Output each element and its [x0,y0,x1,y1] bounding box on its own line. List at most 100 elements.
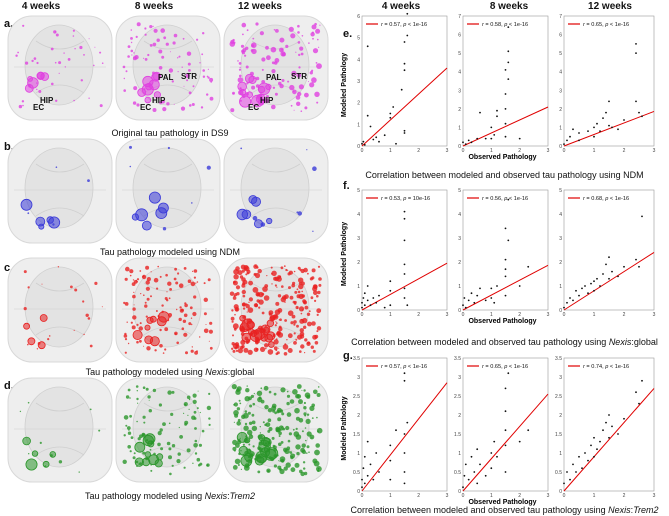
x-tick-label: 0 [462,312,465,318]
pathology-dot [188,322,192,326]
pathology-dot [276,407,282,413]
column-header-12w-right: 12 weeks [588,1,632,12]
x-tick-label: 3 [653,493,656,499]
pathology-dot [248,280,254,286]
pathology-dot [251,420,256,425]
pathology-dot [189,104,192,107]
pathology-dot [317,265,321,268]
pathology-dot [285,425,290,431]
brain-a-1 [7,15,113,121]
pathology-dot [130,49,134,53]
pathology-dot [264,343,269,348]
pathology-dot [247,429,253,436]
pathology-dot [293,341,297,345]
y-tick-label: 1.5 [353,432,360,438]
pathology-dot [298,282,302,285]
data-point [467,478,470,481]
pathology-dot [303,401,306,405]
pathology-dot [233,280,236,284]
pathology-dot [171,464,174,467]
pathology-dot [135,385,139,388]
pathology-dot [159,428,163,432]
pathology-dot [191,323,193,326]
pathology-dot [189,306,193,310]
y-axis-label: Modeled Pathology [341,396,348,460]
plot-frame [361,189,448,311]
y-tick-label: 4 [559,212,562,218]
pathology-dot [94,46,96,48]
pathology-dot [139,270,142,272]
data-point [372,478,375,481]
data-point [403,62,406,65]
scatter-e-2: 0 1 2 3 4 5 6 7 0 1 2 3 r = 0.58, p < 1e-16 [458,14,549,154]
pathology-cluster [141,220,152,231]
x-tick-label: 0 [361,312,364,318]
data-point [507,198,510,201]
pathology-dot [316,294,319,298]
pathology-dot [152,25,154,27]
y-tick-label: 1 [357,284,360,290]
data-point [504,387,507,390]
data-point [369,125,372,128]
x-tick-label: 2 [623,312,626,318]
data-point [375,452,378,454]
pathology-dot [265,347,267,350]
pathology-dot [124,351,127,354]
data-point [378,294,380,297]
pathology-dot [248,443,251,446]
pathology-dot [136,278,140,281]
data-point [363,304,366,307]
pathology-dot [130,321,133,324]
pathology-dot [304,106,308,110]
pathology-dot [202,69,205,72]
pathology-dot [145,280,150,285]
data-point [527,265,530,268]
pathology-dot [280,266,284,270]
pathology-dot [129,269,134,274]
data-point [476,448,479,451]
pathology-dot [83,54,85,56]
pathology-dot [190,349,194,353]
pathology-dot [82,300,85,303]
data-point [389,289,392,292]
scatter-f-3: 0 1 2 3 4 5 0 1 2 3 r = 0.68, p < 1e-16 [559,188,655,318]
pathology-dot [132,101,137,105]
panel-label-f: f. [343,180,350,192]
pathology-dot [314,449,320,456]
brain-c-1 [7,257,113,363]
pathology-dot [51,82,54,86]
plot-frame [462,189,549,311]
y-tick-label: 0 [559,144,562,150]
pathology-dot [124,338,128,341]
data-point [504,471,507,473]
pathology-dot [74,288,78,292]
pathology-dot [251,44,255,48]
pathology-dot [240,44,245,48]
data-point [375,136,378,139]
pathology-dot [252,402,256,406]
x-tick-label: 0 [361,493,364,499]
data-point [587,459,589,462]
data-point [361,478,363,481]
pathology-dot [207,68,209,70]
region-label-str-2: STR [181,72,197,81]
data-point [484,137,487,140]
region-label-hip-2: HIP [152,96,166,105]
pathology-dot [171,444,176,448]
data-point [569,478,571,481]
pathology-dot [185,73,190,79]
pathology-dot [253,347,259,353]
pathology-dot [201,53,204,56]
pathology-dot [188,69,191,72]
pathology-dot [262,421,265,424]
pathology-dot [290,33,296,39]
pathology-dot [199,62,201,64]
data-point [403,297,406,299]
brain-d-1 [7,377,113,483]
pathology-dot [152,42,157,47]
pathology-dot [73,99,75,102]
pathology-dot [53,30,57,34]
data-point [608,256,610,259]
x-tick-label: 1 [490,493,493,499]
x-tick-label: 1 [593,148,596,154]
